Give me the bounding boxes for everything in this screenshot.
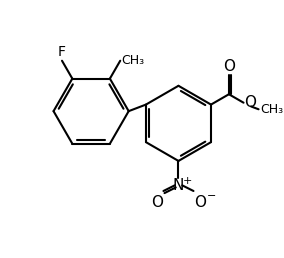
Text: O: O — [245, 95, 256, 110]
Text: O: O — [151, 195, 163, 210]
Text: CH₃: CH₃ — [260, 103, 283, 116]
Text: CH₃: CH₃ — [121, 54, 144, 67]
Text: −: − — [207, 191, 216, 201]
Text: +: + — [183, 176, 193, 186]
Text: N: N — [173, 178, 184, 193]
Text: F: F — [58, 45, 66, 59]
Text: O: O — [223, 59, 235, 74]
Text: O: O — [194, 195, 206, 210]
